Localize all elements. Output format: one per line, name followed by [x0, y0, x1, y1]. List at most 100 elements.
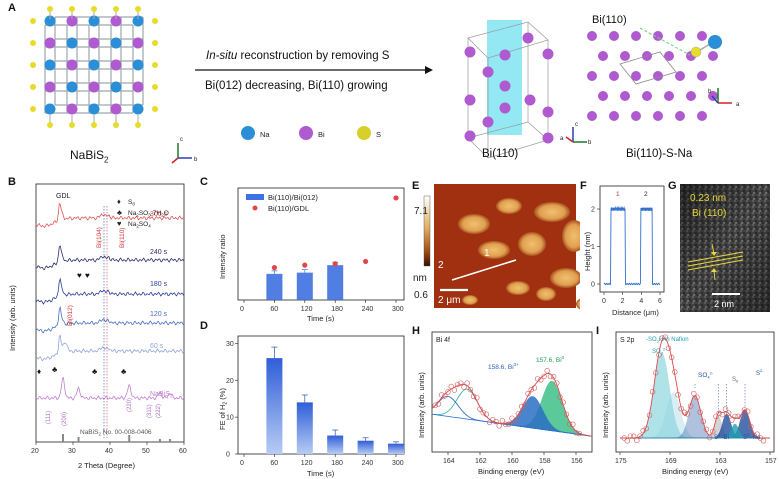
i-data-point — [624, 438, 631, 444]
h-data-point — [541, 373, 547, 380]
d-bar — [296, 402, 313, 454]
i-ticks: 175 169 163 157 — [615, 452, 777, 465]
i-title: S 2p — [620, 337, 635, 344]
h-data-point — [486, 419, 493, 426]
bi-atom — [499, 80, 511, 92]
i-data-point — [748, 423, 754, 430]
hrtem-scalebar-label: 2 nm — [714, 299, 734, 309]
h-data-point — [509, 415, 515, 421]
reaction-condition-line2: Bi(012) decreasing, Bi(110) growing — [205, 80, 388, 92]
d-y-tick-label: 20 — [226, 378, 234, 385]
i-data-point — [643, 425, 650, 432]
panel-label-a: A — [8, 2, 16, 14]
xrd-curves: 300 s 240 s 180 s 120 s 60 s NaBiS2 — [35, 202, 185, 401]
xrd-curve-1 — [35, 245, 185, 270]
xrd-curve-label-5: NaBiS2 — [150, 391, 173, 400]
panel-e-afm: 7.1 nm 0.6 2 1 2 μm — [413, 184, 580, 310]
i-x-tick-label: 157 — [765, 458, 777, 465]
bi-atom — [631, 71, 641, 81]
s-atom — [91, 6, 97, 12]
h-x-tick-label: 160 — [507, 458, 519, 465]
bi-atom — [598, 51, 608, 61]
h-ylabel: Intensity (arb. units) — [417, 372, 426, 438]
d-x-tick-label: 180 — [331, 460, 343, 467]
i-data-point — [691, 390, 697, 397]
i-label-s8: S8 — [732, 377, 739, 384]
i-data-point — [754, 431, 760, 437]
bi-atom — [66, 15, 78, 27]
xrd-legend: ♦ S8 ♣ Na2SO3·7H2O ♥ Na2SO4 — [117, 197, 169, 229]
d-y-tick-label: 30 — [226, 341, 234, 348]
h-data-point — [557, 394, 563, 400]
bi-atom — [587, 71, 597, 81]
bi-atom — [631, 111, 641, 121]
bi-atom — [598, 91, 608, 101]
nabis2-crystal-structure — [30, 6, 158, 128]
afm-island — [462, 295, 478, 305]
i-data-point — [668, 354, 675, 360]
d-x-ticks: 0 60 120 180 240 300 — [240, 454, 404, 467]
i-data-point — [735, 413, 741, 420]
bi-atom — [609, 71, 619, 81]
bi-atom — [464, 46, 476, 58]
f-x-tick-label: 0 — [602, 298, 606, 305]
na-atom — [44, 15, 56, 27]
legend-atom-na-icon — [241, 126, 255, 140]
c-dot — [271, 265, 277, 271]
afm-island — [506, 281, 530, 295]
xrd-legend-symbol: ♦ — [117, 197, 121, 206]
bi-atom — [631, 31, 641, 41]
h-data-point — [570, 421, 576, 428]
bi110-label: Bi(110) — [119, 228, 126, 248]
s-atom — [30, 106, 36, 112]
marker-heart-2: ♥ — [85, 271, 90, 280]
i-data-point — [719, 411, 726, 418]
panel-label-h: H — [412, 325, 420, 337]
hkl-220: (220) — [127, 398, 133, 412]
afm-island — [458, 214, 490, 234]
bi012-label: Bi(012) — [67, 305, 74, 326]
f-ticks: 0 2 4 6 0 1 2 — [591, 207, 662, 306]
panel-label-g: G — [668, 180, 677, 192]
xrd-curve-label-1: 240 s — [150, 249, 168, 256]
h-data-point — [566, 421, 573, 427]
afm-profile-line — [451, 259, 517, 281]
f-y-tick-label: 0 — [591, 282, 595, 289]
c-dot — [393, 195, 399, 201]
h-data-point — [554, 380, 560, 386]
s-atom — [30, 18, 36, 24]
marker-club-2: ♣ — [92, 367, 98, 376]
i-data-point — [678, 405, 684, 412]
s-atom — [152, 62, 158, 68]
s-atom — [30, 40, 36, 46]
d-bar — [327, 435, 344, 454]
marker-heart-1: ♥ — [77, 271, 82, 280]
f-xlabel: Distance (μm) — [612, 308, 659, 317]
d-plot-frame — [237, 335, 405, 455]
h-data-point — [477, 406, 483, 412]
svg-text:b: b — [588, 140, 592, 146]
f-marker-2: 2 — [644, 191, 648, 198]
c-bar — [266, 273, 283, 300]
d-x-tick-label: 0 — [240, 460, 244, 467]
bi-atom — [609, 31, 619, 41]
marker-diamond: ♦ — [37, 367, 41, 376]
reaction-condition-line1: In-situ reconstruction by removing S — [206, 50, 390, 62]
panel-a-figure: c b c b a b a Na Bi S — [30, 6, 740, 164]
h-data-point — [563, 411, 570, 418]
f-x-tick-label: 2 — [621, 298, 625, 305]
panel-label-b: B — [8, 176, 16, 188]
xrd-curve-label-2: 180 s — [150, 281, 168, 288]
bi-atom — [110, 103, 122, 115]
d-bar — [388, 443, 404, 454]
i-data-point — [700, 418, 707, 425]
h-data-point — [464, 380, 470, 386]
afm-island — [496, 198, 522, 214]
i-data-point — [697, 409, 703, 416]
afm-island — [534, 202, 570, 222]
bi-atom — [132, 37, 144, 49]
i-label-so32: SO32- — [652, 347, 667, 356]
s-atom — [152, 18, 158, 24]
panel-c-intensity-ratio: Intensity ratio Time (s) 0 60 120 180 240 300… — [218, 187, 405, 322]
h-fit-peaks — [431, 372, 593, 437]
